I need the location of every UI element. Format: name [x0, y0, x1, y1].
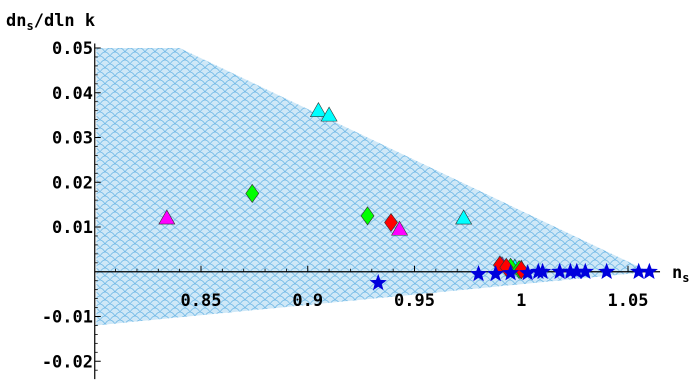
data-point-blue-star: [519, 264, 537, 281]
y-tick-label: -0.01: [42, 308, 93, 328]
data-point-green-diamond: [360, 206, 375, 226]
y-tick-label: 0.04: [52, 84, 93, 104]
data-point-blue-star: [487, 265, 505, 282]
data-point-blue-star: [502, 264, 520, 281]
y-tick-label: 0.03: [52, 129, 93, 149]
data-point-cyan-triangle: [309, 102, 327, 117]
x-axis-title: ns: [672, 263, 689, 285]
data-point-blue-star: [576, 262, 594, 279]
x-tick-label: 0.95: [394, 291, 435, 311]
y-axis-title: dns/dln k: [6, 11, 95, 33]
data-point-blue-star: [640, 262, 658, 279]
data-point-magenta-triangle: [158, 209, 176, 225]
allowed-region: [96, 48, 650, 326]
data-point-blue-star: [568, 262, 586, 279]
y-tick-label: -0.02: [42, 352, 93, 372]
y-tick-label: 0.01: [52, 218, 93, 238]
x-tick-label: 1.05: [608, 291, 649, 311]
data-point-blue-star: [630, 262, 648, 279]
data-point-magenta-triangle: [391, 220, 409, 236]
data-point-blue-star: [598, 262, 616, 279]
x-tick-label: 1: [516, 291, 526, 311]
data-point-cyan-triangle: [320, 106, 338, 122]
y-tick-label: 0.05: [52, 39, 93, 59]
data-point-cyan-triangle: [455, 209, 473, 225]
data-point-blue-star: [534, 262, 552, 279]
data-point-blue-star: [369, 273, 387, 291]
data-point-blue-star: [551, 262, 569, 279]
data-point-blue-star: [561, 262, 579, 279]
data-point-blue-star: [470, 265, 488, 282]
x-tick-label: 0.9: [292, 291, 323, 311]
data-point-red-diamond: [384, 213, 398, 233]
x-tick-label: 0.85: [181, 291, 222, 311]
y-tick-label: 0.02: [52, 173, 93, 193]
data-point-green-diamond: [245, 183, 260, 203]
